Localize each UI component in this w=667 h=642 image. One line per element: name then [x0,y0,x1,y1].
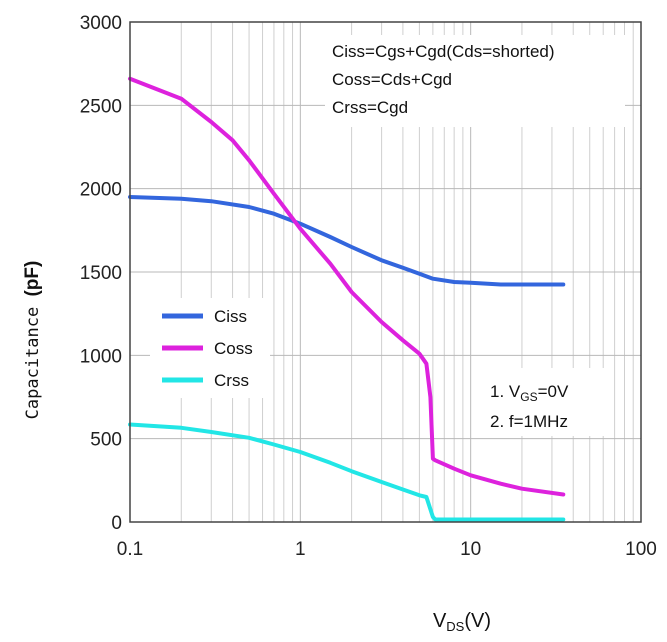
conditions-box [480,368,608,436]
x-tick-label: 1 [295,539,306,560]
plot-frame [129,21,642,523]
series-lines [128,76,566,522]
legend-label-crss: Crss [214,371,249,390]
y-tick-label: 3000 [80,13,122,34]
condition-frequency: 2. f=1MHz [490,412,568,431]
formula-coss: Coss=Cds+Cgd [332,70,452,89]
x-axis-label: VDS(V) [433,610,491,634]
series-line-crss [128,422,566,522]
series-line-coss [128,76,566,497]
x-tick-label: 100 [625,539,657,560]
x-tick-label: 10 [460,539,481,560]
legend-label-coss: Coss [214,339,253,358]
formula-ciss: Ciss=Cgs+Cgd(Cds=shorted) [332,42,555,61]
y-tick-label: 0 [111,513,122,534]
tick-labels: 0 500 1000 1500 2000 2500 3000 0.1 1 10 100 [80,13,657,560]
y-axis-label: Capacitance (pF) [22,261,43,420]
formula-box [325,35,625,127]
legend: Ciss Coss Crss [150,298,270,398]
x-tick-label: 0.1 [117,539,143,560]
y-tick-label: 1000 [80,346,122,367]
y-tick-label: 500 [90,430,122,451]
condition-vgs: 1. VGS=0V [490,382,569,404]
y-tick-label: 2500 [80,96,122,117]
series-line-ciss [128,195,566,287]
legend-label-ciss: Ciss [214,307,247,326]
y-tick-label: 2000 [80,180,122,201]
y-tick-label: 1500 [80,263,122,284]
formula-crss: Crss=Cgd [332,98,408,117]
